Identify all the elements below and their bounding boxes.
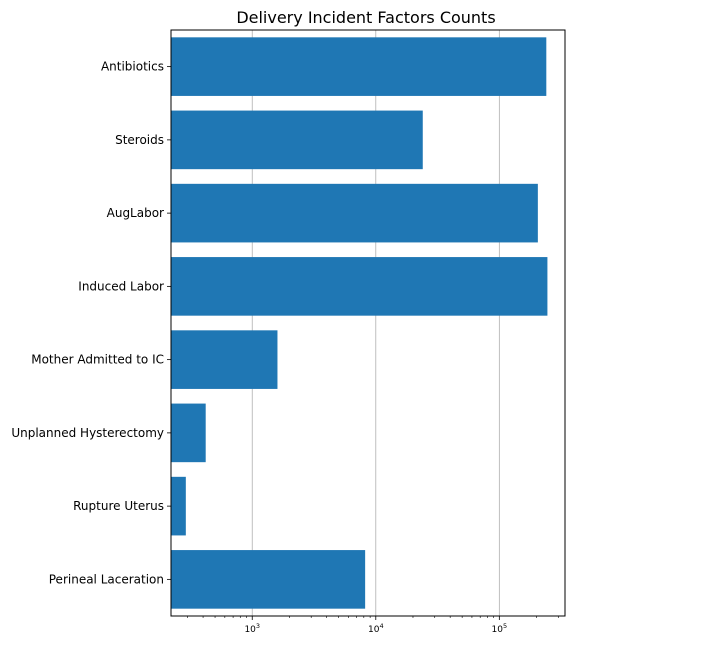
category-label: AugLabor bbox=[107, 206, 164, 220]
bar-steroids bbox=[171, 110, 423, 170]
x-tick-label: 105 bbox=[492, 622, 508, 635]
bar-antibiotics bbox=[171, 37, 547, 96]
bar-mother-admitted-to-ic bbox=[171, 330, 278, 389]
bar-auglabor bbox=[171, 183, 538, 243]
x-axis-ticks: 103 104 105 bbox=[187, 616, 559, 635]
category-label: Perineal Laceration bbox=[49, 572, 164, 586]
category-label: Induced Labor bbox=[78, 279, 164, 293]
x-tick-label: 104 bbox=[368, 622, 384, 635]
category-label: Rupture Uterus bbox=[73, 499, 164, 513]
category-label: Mother Admitted to IC bbox=[31, 353, 164, 367]
category-label: Antibiotics bbox=[101, 60, 164, 74]
category-labels: Antibiotics Steroids AugLabor Induced Labor… bbox=[11, 60, 171, 586]
bar-perineal-laceration bbox=[171, 550, 366, 609]
chart-title: Delivery Incident Factors Counts bbox=[236, 8, 495, 27]
bars bbox=[171, 37, 548, 609]
category-label: Steroids bbox=[115, 133, 164, 147]
plot-frame bbox=[170, 29, 566, 617]
bar-rupture-uterus bbox=[171, 476, 186, 536]
category-label: Unplanned Hysterectomy bbox=[11, 426, 164, 440]
bar-induced-labor bbox=[171, 257, 548, 316]
x-tick-label: 103 bbox=[244, 622, 260, 635]
bar-unplanned-hysterectomy bbox=[171, 403, 206, 463]
